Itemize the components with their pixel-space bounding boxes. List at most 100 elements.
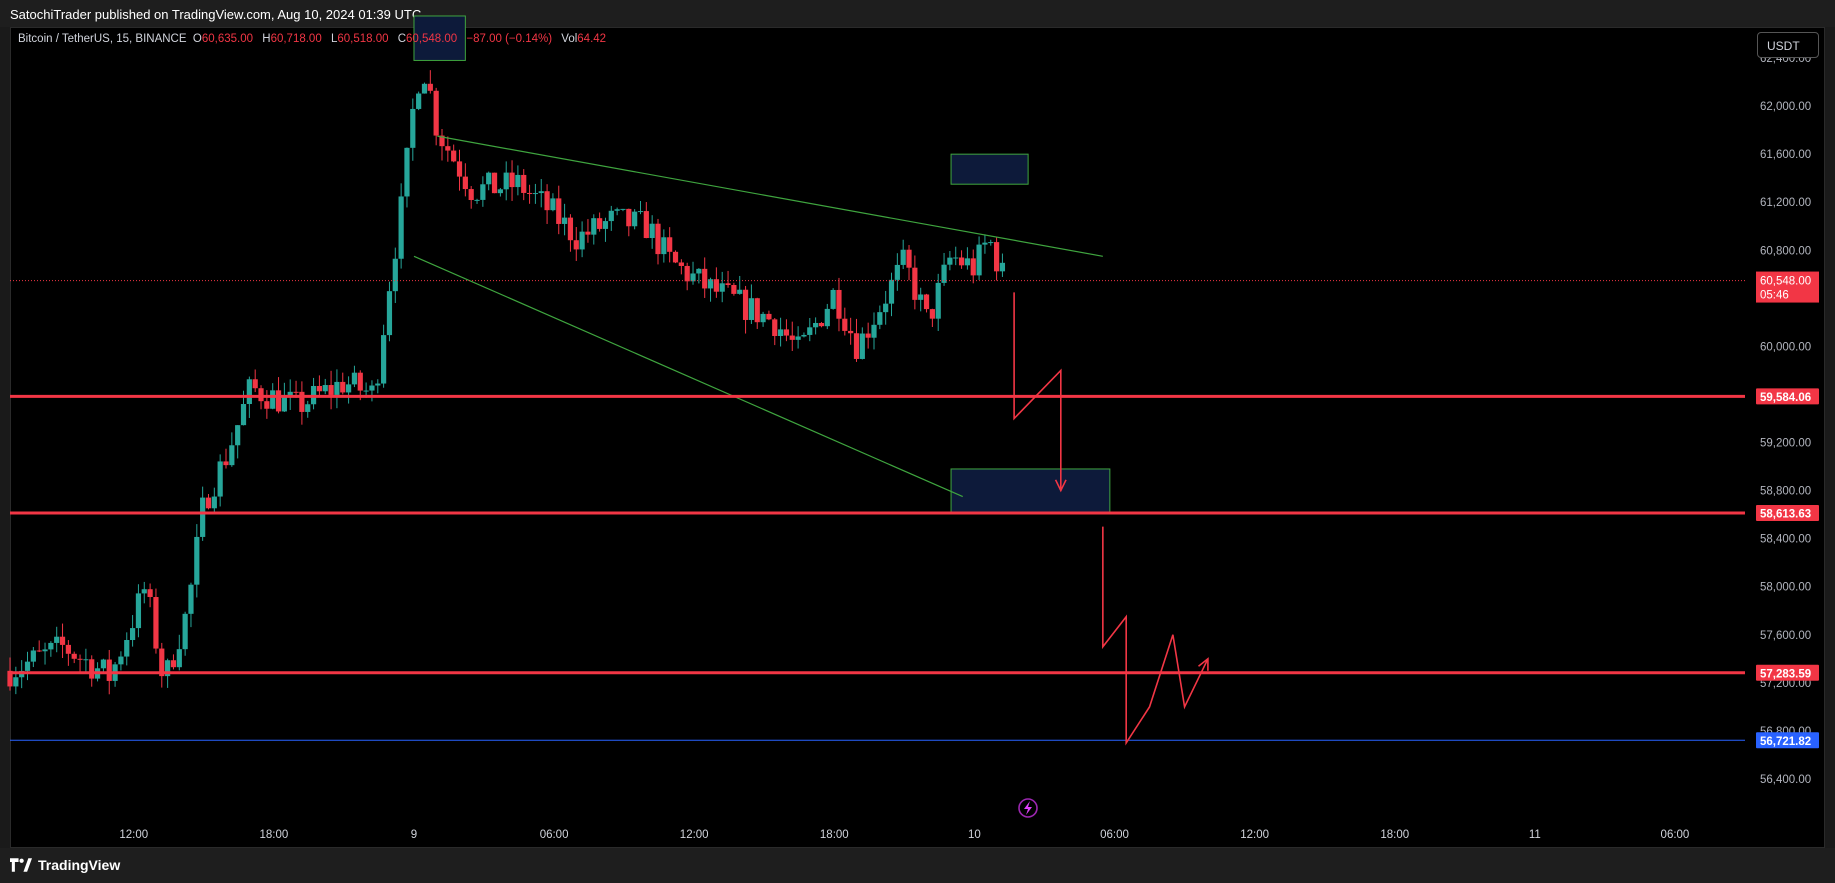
candle-body	[550, 198, 556, 211]
candle-body	[573, 240, 579, 250]
candle-body	[544, 191, 550, 211]
high-label: H	[262, 33, 271, 45]
candle-body	[200, 497, 206, 537]
symbol-label[interactable]: Bitcoin / TetherUS, 15, BINANCE	[18, 33, 187, 45]
candle-body	[614, 209, 620, 211]
candle-body	[690, 273, 696, 282]
candle-body	[246, 379, 252, 405]
candle-body	[491, 172, 498, 194]
y-tick-label: 58,000.00	[1760, 582, 1811, 594]
y-tick-label: 61,200.00	[1760, 197, 1811, 209]
candle-body	[24, 661, 31, 671]
tradingview-brand[interactable]: TradingView	[10, 857, 120, 873]
candle-body	[900, 249, 906, 265]
candle-body	[970, 258, 976, 276]
level-badge-2	[1756, 664, 1819, 681]
candle-body	[958, 257, 965, 266]
last-price-badge	[1756, 271, 1819, 303]
level-badge-label: 59,584.06	[1760, 392, 1811, 404]
candle-body	[912, 267, 918, 300]
candle-body	[719, 283, 725, 292]
candle-body	[918, 294, 924, 300]
footer-bar: TradingView	[0, 848, 1835, 883]
projection-path-1	[1102, 526, 1209, 746]
candle-body	[299, 391, 305, 412]
candles	[7, 70, 1006, 695]
ohlc-legend: Bitcoin / TetherUS, 15, BINANCE O60,635.…	[18, 33, 612, 45]
level-badge-label: 56,721.82	[1760, 736, 1811, 748]
candle-body	[567, 217, 574, 241]
candle-body	[100, 659, 107, 669]
candle-body	[777, 329, 784, 337]
candle-body	[118, 656, 124, 665]
volume-label: Vol	[561, 33, 578, 45]
candle-body	[982, 242, 988, 245]
candle-body	[83, 659, 89, 661]
candle-body	[433, 90, 439, 136]
candle-body	[964, 258, 971, 266]
candle-body	[626, 208, 632, 227]
level-badge-label: 58,613.63	[1760, 508, 1811, 520]
candle-body	[783, 329, 790, 336]
candle-body	[65, 644, 71, 654]
candle-body	[818, 322, 825, 327]
candle-body	[532, 193, 539, 195]
candle-body	[585, 231, 591, 235]
y-tick-label: 59,200.00	[1760, 438, 1811, 450]
candle-body	[176, 649, 182, 668]
candle-body	[229, 445, 235, 466]
candle-body	[795, 336, 801, 340]
candle-body	[836, 289, 842, 319]
price-zone-0	[413, 15, 466, 61]
candle-body	[824, 308, 830, 327]
x-tick-label: 10	[968, 829, 981, 841]
currency-button[interactable]: USDT	[1757, 32, 1819, 58]
x-tick-label: 9	[411, 829, 417, 841]
y-tick-label: 57,200.00	[1760, 678, 1811, 690]
y-tick-label: 62,000.00	[1760, 101, 1811, 113]
candle-body	[217, 461, 223, 497]
y-tick-label: 61,600.00	[1760, 149, 1811, 161]
candle-body	[386, 291, 393, 336]
candle-body	[521, 174, 527, 193]
tradingview-logo-icon	[10, 858, 32, 872]
candle-body	[976, 244, 982, 276]
y-tick-label: 58,800.00	[1760, 486, 1811, 498]
candle-body	[754, 298, 760, 323]
candle-body	[129, 628, 136, 641]
candle-body	[707, 279, 714, 289]
candle-body	[538, 191, 544, 194]
level-badge-3	[1756, 732, 1819, 749]
candle-body	[859, 333, 865, 359]
plot-area	[7, 15, 1745, 746]
candle-body	[474, 199, 480, 201]
candle-body	[357, 372, 363, 391]
candle-body	[748, 298, 755, 320]
candle-body	[275, 390, 282, 412]
candle-body	[923, 294, 930, 310]
candle-body	[801, 334, 807, 337]
candle-body	[170, 660, 177, 668]
candle-body	[661, 237, 667, 255]
publisher-bar: SatochiTrader published on TradingView.c…	[0, 0, 1835, 27]
price-chart[interactable]: 56,400.0056,800.0057,200.0057,600.0058,0…	[0, 0, 1835, 848]
candle-body	[713, 279, 719, 292]
candle-body	[369, 385, 375, 391]
candle-body	[235, 425, 241, 446]
candle-body	[760, 313, 766, 323]
candle-body	[392, 258, 398, 292]
chart-frame[interactable]	[10, 27, 1825, 848]
candle-body	[205, 497, 212, 509]
candle-body	[281, 395, 287, 412]
y-tick-label: 57,600.00	[1760, 630, 1811, 642]
trendline-0	[437, 135, 1103, 257]
last-price-label: 60,548.00	[1760, 276, 1811, 288]
candle-body	[561, 217, 568, 224]
lightning-icon-bolt	[1024, 801, 1032, 815]
candle-body	[316, 385, 323, 392]
close-value: 60,548.00	[406, 33, 458, 45]
candle-body	[906, 249, 912, 268]
candle-body	[935, 282, 941, 319]
candle-body	[894, 264, 900, 280]
projection-path-0	[1013, 292, 1062, 491]
